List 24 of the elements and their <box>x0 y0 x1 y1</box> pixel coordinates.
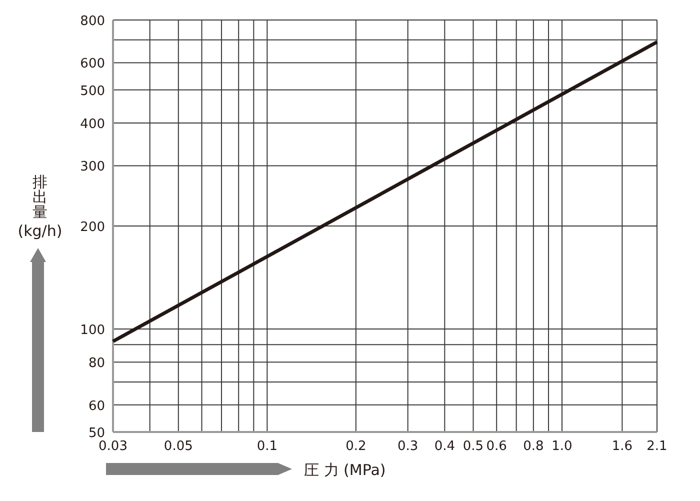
x-axis-title: 圧 力 (MPa) <box>304 461 386 479</box>
x-tick-label: 0.2 <box>346 439 366 454</box>
y-tick-label: 600 <box>80 56 105 72</box>
x-tick-label: 0.05 <box>164 439 193 454</box>
x-tick-label: 0.5 <box>462 439 484 454</box>
y-axis-title: 排出量 (kg/h) <box>18 173 62 240</box>
y-tick-label: 50 <box>88 426 105 441</box>
x-tick-label: 0.4 <box>434 439 456 454</box>
y-tick-label: 300 <box>80 160 105 175</box>
y-tick-label: 500 <box>80 84 105 99</box>
x-tick-label: 0.6 <box>486 439 507 454</box>
y-tick-label: 800 <box>80 14 105 29</box>
x-tick-label: 1.6 <box>612 439 633 454</box>
x-tick-label: 1.0 <box>552 439 572 454</box>
y-tick-label: 80 <box>88 356 105 372</box>
x-tick-label: 0.8 <box>523 439 544 454</box>
y-tick-label: 200 <box>80 220 105 235</box>
x-tick-label: 2.1 <box>646 439 668 454</box>
y-tick-label: 60 <box>88 398 105 414</box>
x-tick-label: 0.1 <box>256 439 278 454</box>
y-tick-label: 100 <box>80 323 105 338</box>
x-tick-label: 0.3 <box>397 439 418 454</box>
y-tick-label: 400 <box>80 117 105 132</box>
x-tick-label: 0.03 <box>98 439 128 454</box>
